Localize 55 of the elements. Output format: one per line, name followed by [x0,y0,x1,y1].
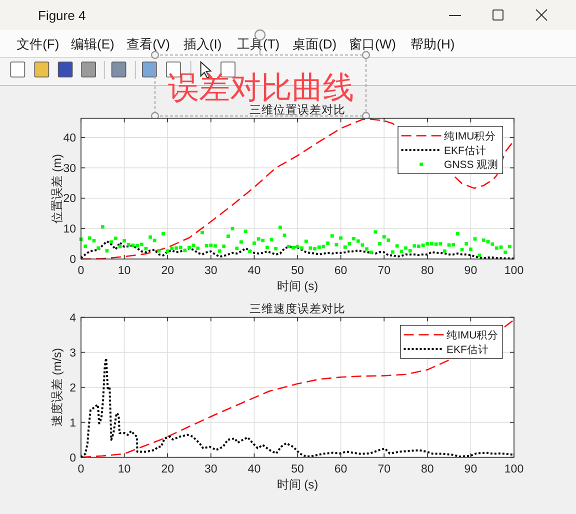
y-tick-label: 0 [70,452,76,464]
y-axis-title: 速度误差 (m/s) [50,348,64,427]
x-tick-label: 90 [464,265,478,277]
x-tick-label: 20 [161,265,174,277]
text: 插入(I) [183,36,222,52]
x-tick-label: 100 [504,265,524,277]
x-tick-label: 0 [78,463,84,476]
x-tick-label: 10 [118,463,131,476]
caption: Figure 4 [38,8,86,23]
x-tick-label: 30 [204,463,218,476]
x-tick-label: 30 [204,265,218,277]
x-tick-label: 100 [504,463,524,476]
x-tick-label: 70 [378,265,390,277]
x-tick-label: 70 [378,463,390,476]
x-tick-label: 60 [334,265,348,277]
legend-label: 纯IMU积分 [444,130,496,143]
text: 帮助(H) [410,36,455,52]
y-tick-label: 1 [70,417,76,430]
x-tick-label: 10 [118,265,131,277]
x-tick-label: 50 [291,265,304,277]
x-tick-label: 60 [334,463,348,476]
x-tick-label: 0 [78,265,84,277]
line-series [80,240,515,260]
y-tick-label: 0 [70,254,76,266]
x-tick-label: 40 [248,265,261,277]
legend-label: GNSS 观测 [444,159,499,172]
y-tick-label: 4 [70,312,77,324]
y-tick-label: 30 [63,162,76,175]
x-tick-label: 80 [421,265,434,277]
legend-label: 纯IMU积分 [446,330,499,342]
text: 误差对比曲线 [168,70,354,105]
y-axis-title: 位置误差 (m) [50,154,64,224]
text: 桌面(D) [292,36,337,52]
legend-label: EKF估计 [446,342,489,356]
x-tick-label: 80 [421,463,434,476]
x-tick-label: 20 [161,463,174,476]
text: 文件(F) [16,36,60,52]
y-tick-label: 2 [70,382,76,394]
line-series [80,319,515,458]
y-tick-label: 10 [63,224,76,236]
y-tick-label: 3 [70,347,76,360]
y-tick-label: 20 [63,193,76,206]
x-axis-title: 时间 (s) [276,477,318,492]
text: 窗口(W) [349,36,396,52]
legend-label: EKF估计 [444,144,486,157]
text: 编辑(E) [71,36,114,52]
x-tick-label: 50 [291,463,304,476]
text: 查看(V) [126,36,170,52]
y-tick-label: 40 [63,132,76,144]
line-series [80,357,515,458]
chart-title: 三维位置误差对比 [250,102,346,116]
chart-title: 三维速度误差对比 [250,301,346,316]
x-axis-title: 时间 (s) [276,279,318,293]
x-tick-label: 90 [464,463,478,476]
x-tick-label: 40 [248,463,261,476]
